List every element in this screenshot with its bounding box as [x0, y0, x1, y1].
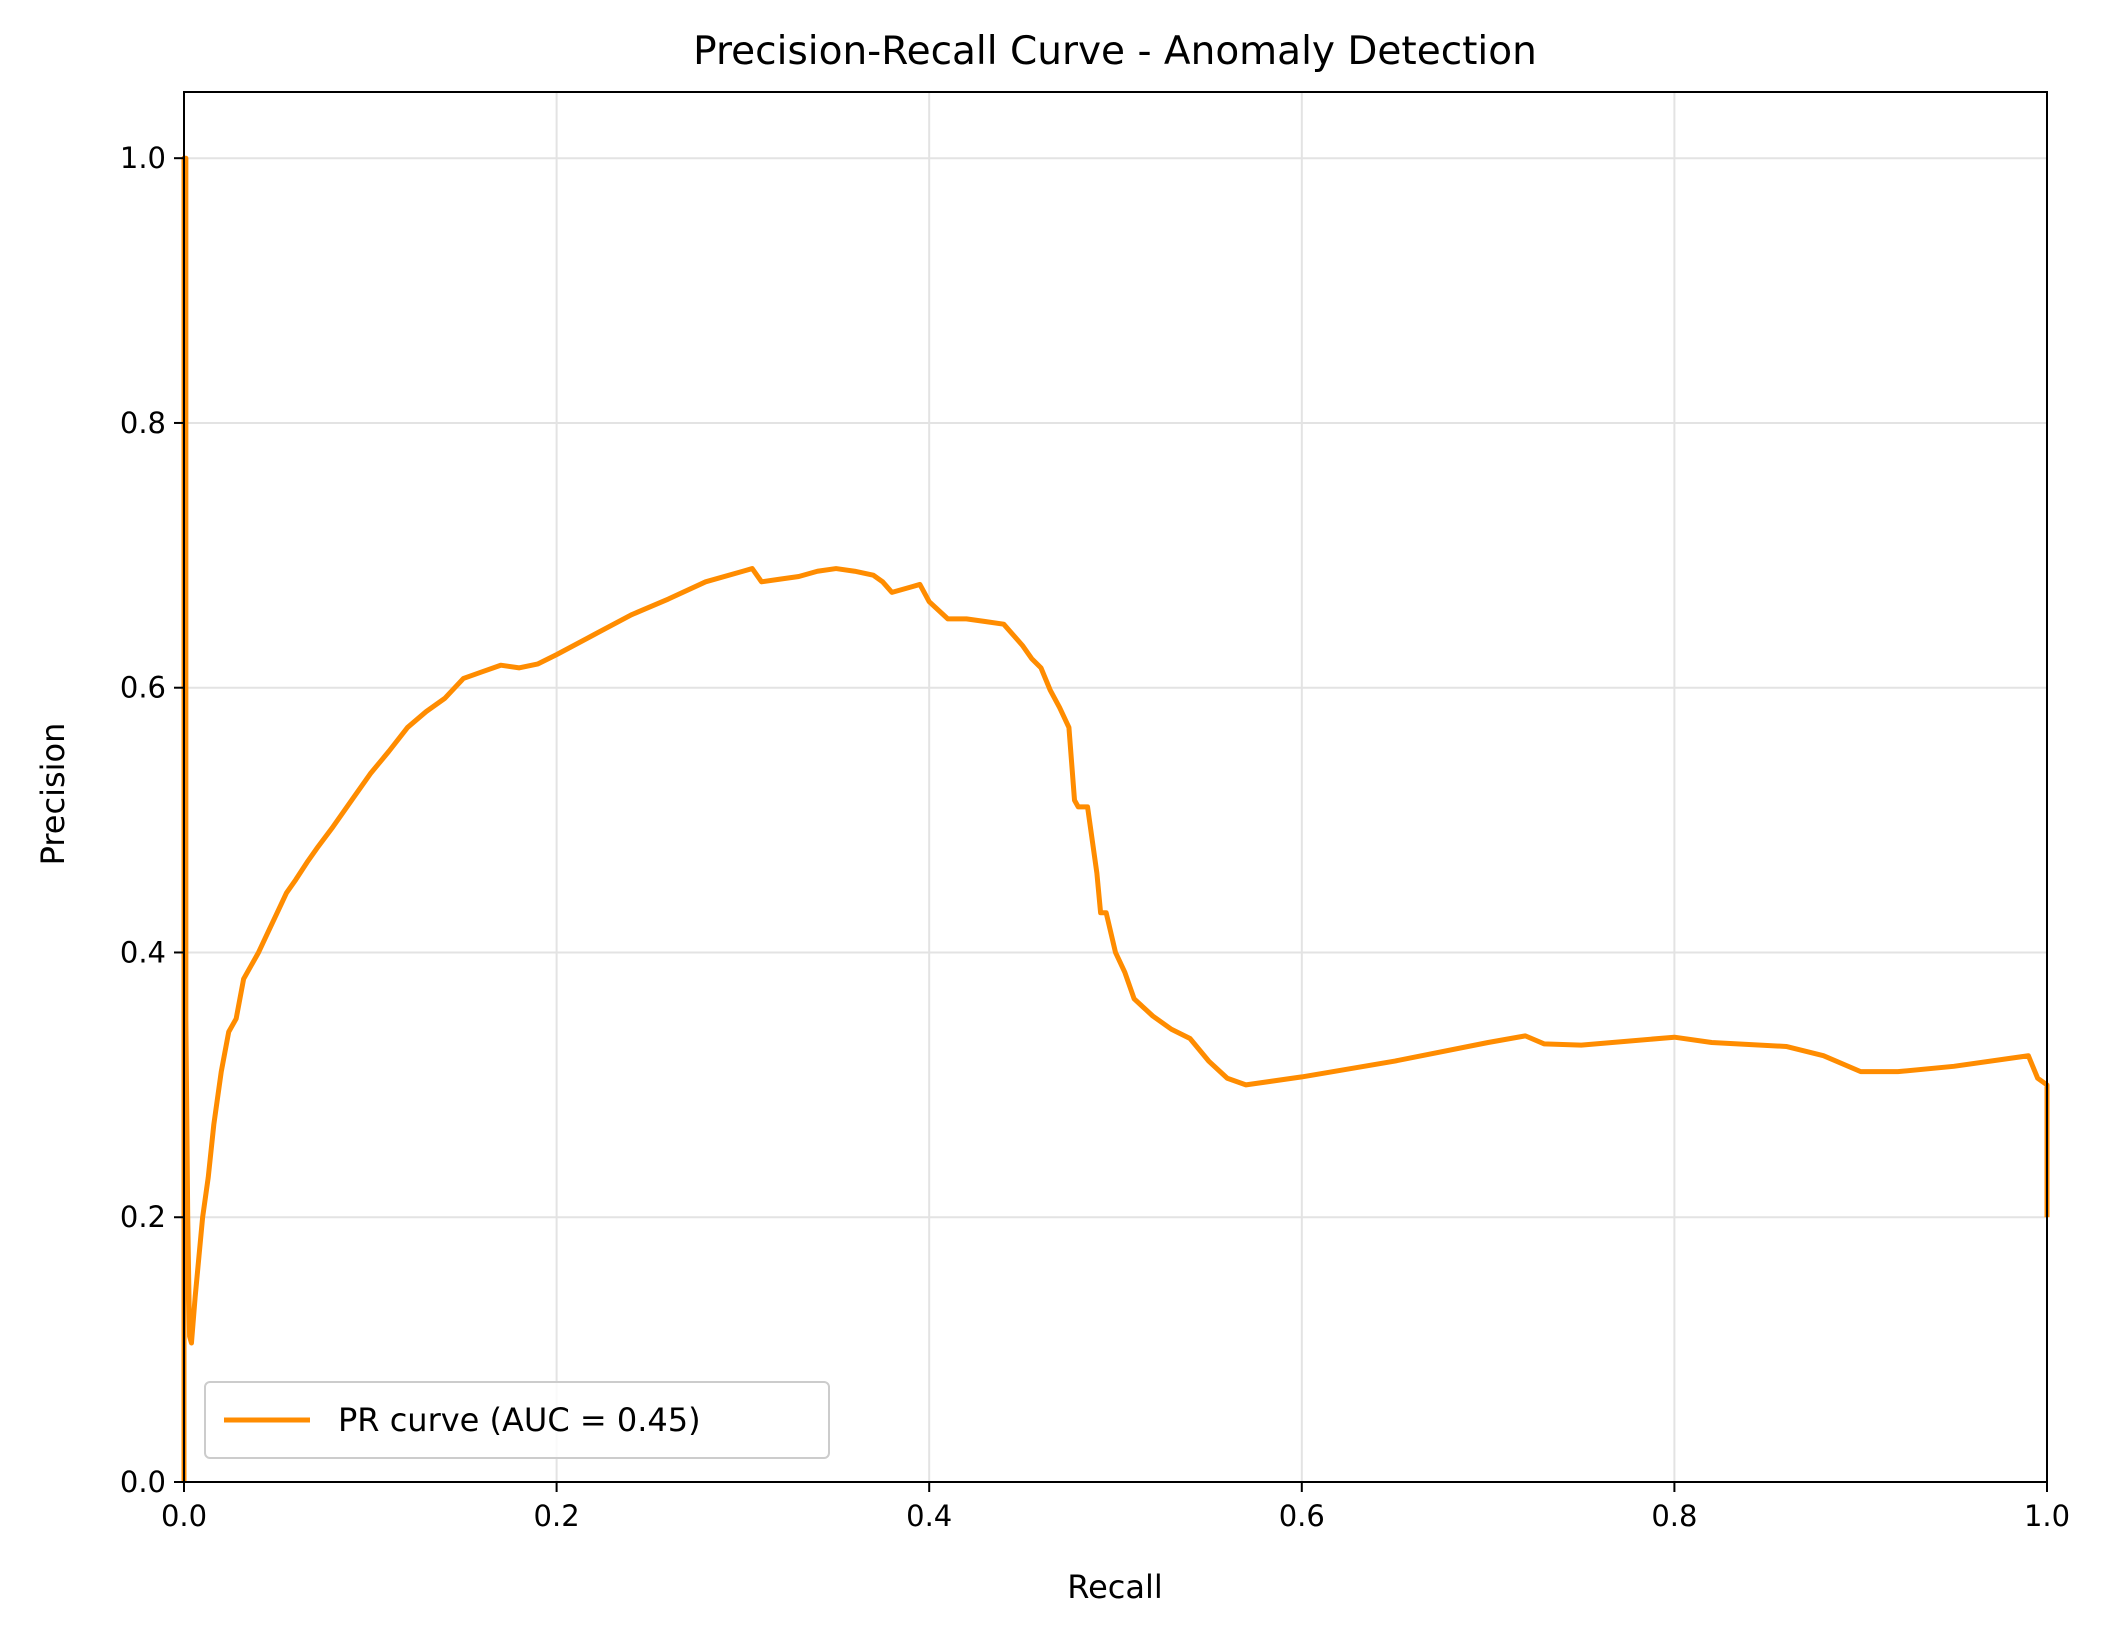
chart-title: Precision-Recall Curve - Anomaly Detecti…: [693, 29, 1537, 74]
y-tick-label-2: 0.4: [120, 935, 166, 969]
x-tick-label-2: 0.4: [906, 1499, 952, 1533]
series-line-pr-curve: [181, 155, 2050, 1482]
y-axis-ticks: 0.0 0.2 0.4 0.6 0.8 1.0: [120, 141, 184, 1499]
x-tick-label-4: 0.8: [1651, 1499, 1697, 1533]
legend: PR curve (AUC = 0.45): [204, 1381, 830, 1459]
y-axis-label: Precision: [34, 723, 72, 866]
grid: [183, 92, 2048, 1483]
y-tick-label-4: 0.8: [120, 406, 166, 440]
legend-entry-pr-curve: PR curve (AUC = 0.45): [338, 1401, 701, 1439]
legend-box: [204, 1381, 830, 1459]
x-tick-label-0: 0.0: [161, 1499, 207, 1533]
x-axis-ticks: 0.0 0.2 0.4 0.6 0.8 1.0: [161, 1482, 2070, 1533]
plot-frame: [183, 91, 2048, 1483]
y-tick-label-3: 0.6: [120, 671, 166, 705]
x-tick-label-3: 0.6: [1279, 1499, 1325, 1533]
series-layer: [181, 155, 2050, 1482]
x-tick-label-1: 0.2: [534, 1499, 580, 1533]
y-tick-label-5: 1.0: [120, 141, 166, 175]
y-tick-label-0: 0.0: [120, 1465, 166, 1499]
x-tick-label-5: 1.0: [2024, 1499, 2070, 1533]
x-axis-label: Recall: [1067, 1568, 1162, 1606]
y-tick-label-1: 0.2: [120, 1200, 166, 1234]
